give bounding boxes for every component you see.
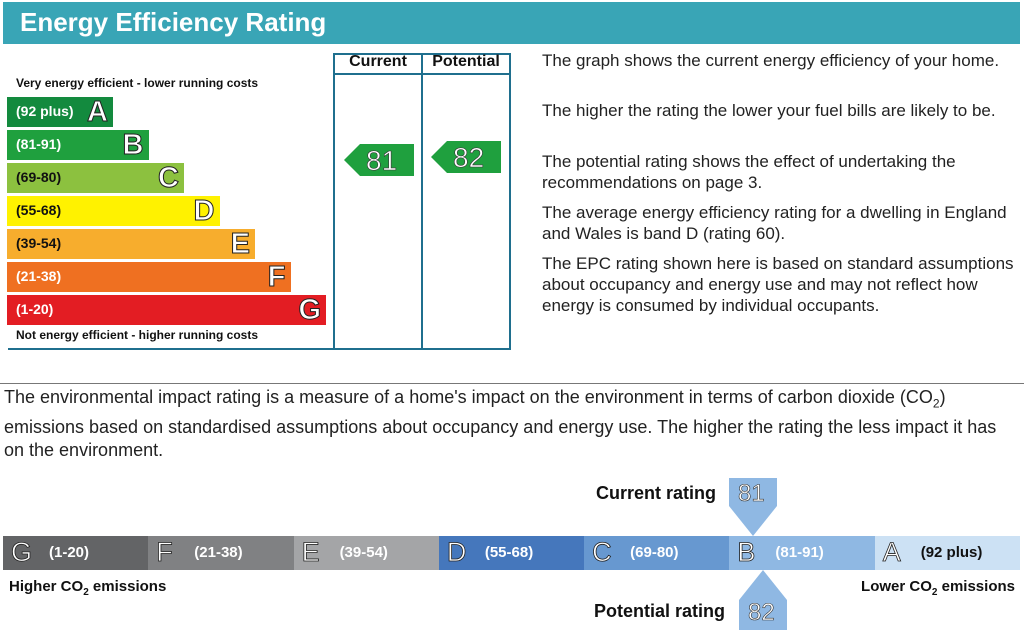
environment-range: (55-68) [484,544,534,561]
band-range: (81-91) [16,136,62,152]
band-range: (21-38) [16,268,62,284]
environment-range: (69-80) [630,544,679,561]
environment-segment-d: D (55-68) [438,536,585,570]
potential-rating-marker-value: 82 [748,599,775,627]
description-paragraph: The potential rating shows the effect of… [542,152,956,192]
current-arrow-shape [344,144,414,176]
band-e: (39-54) E [7,228,255,261]
environment-letter: C [592,537,612,568]
band-a: (92 plus) A [7,96,113,129]
potential-rating-marker: 82 [739,570,787,630]
title-bar: Energy Efficiency Rating [3,2,1020,44]
band-range: (1-20) [16,301,54,317]
environment-segment-g: G (1-20) [3,536,149,570]
environment-letter: B [737,537,756,568]
band-range: (92 plus) [16,103,74,119]
column-potential: Potential [432,53,500,70]
environment-range: (1-20) [49,544,90,561]
band-letter: E [230,228,250,261]
environment-segment-e: E (39-54) [293,536,440,570]
band-c: (69-80) C [7,162,184,195]
current-marker-shape [729,478,777,536]
band-letter: B [122,129,144,162]
page-title: Energy Efficiency Rating [20,7,327,37]
frame-col-line-3 [509,53,511,350]
environment-letter: G [11,537,33,568]
band-b: (81-91) B [7,129,149,162]
description-paragraph: The EPC rating shown here is based on st… [542,254,1014,315]
environment-range: (21-38) [194,544,243,561]
band-range: (69-80) [16,169,62,185]
environment-letter: D [446,537,467,568]
bottom-note: Not energy efficient - higher running co… [16,328,259,342]
environment-letter: A [882,537,901,568]
frame-col-line-1 [333,53,335,350]
description-paragraph: The higher the rating the lower your fue… [542,101,996,120]
current-rating-caption: Current rating [596,483,717,503]
top-note: Very energy efficient - lower running co… [16,76,259,90]
higher-emissions-label: Higher CO2 emissions [9,578,167,598]
band-letter: A [87,96,109,129]
potential-arrow-shape [431,141,501,173]
band-letter: D [193,195,215,228]
environment-segment-f: F (21-38) [148,536,295,570]
environment-segment-b: B (81-91) [729,536,876,570]
environment-range: (92 plus) [920,544,983,561]
band-range: (39-54) [16,235,62,251]
environment-description: The environmental impact rating is a mea… [4,387,997,460]
band-f: (21-38) F [7,261,291,294]
frame-left-line [6,348,511,350]
potential-rating-caption: Potential rating [594,601,726,621]
current-rating-arrow: 81 [344,144,414,176]
current-rating-marker: 81 [729,478,777,536]
environment-letter: E [301,537,320,568]
band-letter: F [267,261,286,294]
current-rating-value: 81 [366,145,398,177]
description-paragraph: The average energy efficiency rating for… [542,203,1007,243]
section-divider [0,383,1024,384]
lower-emissions-label: Lower CO2 emissions [861,578,1015,598]
description-paragraph: The graph shows the current energy effic… [542,51,1000,70]
current-rating-marker-value: 81 [738,480,765,508]
potential-rating-value: 82 [453,142,485,174]
environment-range: (81-91) [775,544,824,561]
band-d: (55-68) D [7,195,220,228]
band-g: (1-20) G [7,294,326,327]
potential-rating-arrow: 82 [431,141,501,173]
band-letter: C [158,162,180,195]
band-range: (55-68) [16,202,62,218]
environment-segment-c: C (69-80) [584,536,730,570]
column-current: Current [349,53,407,70]
environment-range: (39-54) [339,544,388,561]
environment-letter: F [156,537,173,568]
band-letter: G [298,294,322,327]
environment-segment-a: A (92 plus) [874,536,1021,570]
potential-marker-shape [739,570,787,630]
frame-col-line-2 [421,53,423,350]
